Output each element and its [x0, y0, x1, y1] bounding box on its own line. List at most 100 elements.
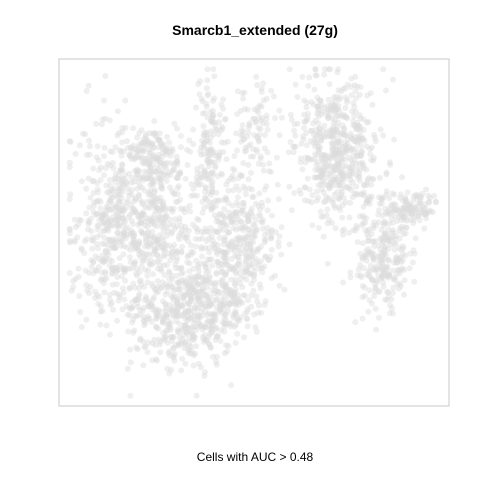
data-point [178, 249, 185, 256]
data-point [221, 236, 228, 243]
data-point [66, 226, 73, 233]
data-point [337, 156, 344, 163]
data-point [220, 241, 227, 248]
data-point [340, 176, 347, 183]
data-point [231, 247, 238, 254]
data-point [309, 127, 315, 134]
data-point [154, 244, 161, 251]
data-point [234, 316, 241, 323]
data-point [291, 127, 298, 134]
data-point [360, 135, 366, 142]
data-point [202, 369, 208, 376]
data-point [182, 279, 189, 286]
data-point [112, 236, 119, 243]
data-point [146, 315, 153, 322]
data-point [160, 252, 167, 259]
data-point [302, 184, 309, 191]
data-point [166, 268, 173, 275]
data-point [368, 250, 375, 257]
data-point [189, 332, 196, 339]
data-point [151, 248, 158, 255]
data-point [114, 290, 121, 297]
data-point [386, 195, 393, 202]
data-point [253, 146, 260, 153]
data-point [225, 229, 232, 236]
data-point [313, 131, 320, 138]
data-point [339, 227, 346, 234]
data-point [383, 264, 390, 271]
data-point [144, 138, 151, 144]
data-point [155, 137, 162, 143]
data-point [98, 121, 105, 128]
data-point [191, 276, 198, 283]
data-point [192, 288, 199, 295]
data-point [199, 98, 206, 105]
data-point [258, 103, 265, 110]
data-point [328, 128, 335, 135]
data-point [132, 297, 139, 304]
data-point [95, 255, 102, 262]
data-point [235, 237, 242, 244]
data-point [143, 234, 150, 241]
data-point [147, 261, 154, 268]
data-point [129, 205, 136, 212]
data-point [202, 245, 209, 252]
data-point [198, 229, 205, 236]
data-point [317, 132, 324, 139]
data-point [197, 300, 204, 307]
data-point [209, 183, 216, 190]
data-point [356, 213, 363, 220]
data-point [119, 202, 126, 209]
data-point [194, 304, 201, 311]
data-point [379, 251, 386, 258]
data-point [231, 310, 238, 317]
data-point [102, 256, 109, 263]
data-point [262, 298, 269, 305]
data-point [220, 306, 227, 313]
data-point [89, 245, 96, 252]
data-point [156, 214, 163, 221]
data-point [212, 202, 219, 209]
data-point [109, 205, 116, 212]
data-point [208, 317, 215, 324]
data-point [140, 147, 146, 153]
data-point [204, 277, 211, 284]
data-point [209, 287, 216, 294]
data-point [337, 206, 344, 213]
data-point [144, 316, 151, 323]
data-point [148, 240, 155, 247]
data-point [319, 172, 326, 179]
data-point [401, 209, 408, 216]
data-point [353, 150, 360, 157]
data-point [168, 252, 175, 259]
data-point [232, 300, 239, 307]
data-point [137, 277, 144, 284]
data-point [75, 221, 82, 228]
data-point [218, 300, 225, 306]
data-point [152, 132, 159, 139]
data-point [252, 233, 259, 240]
data-point [187, 293, 194, 300]
data-point [127, 346, 134, 353]
data-point [177, 169, 184, 175]
data-point [120, 207, 127, 214]
data-point [137, 306, 144, 313]
data-point [202, 184, 209, 191]
data-point [385, 237, 392, 244]
data-point [363, 119, 370, 126]
data-point [173, 293, 179, 300]
data-point [228, 239, 235, 246]
data-point [70, 284, 77, 290]
data-point [122, 124, 129, 131]
data-point [201, 168, 208, 175]
data-point [327, 66, 334, 73]
data-point [250, 221, 257, 228]
data-point [297, 159, 304, 166]
data-point [223, 280, 230, 287]
data-point [379, 212, 386, 219]
data-point [144, 272, 151, 279]
data-point [324, 182, 331, 189]
data-point [229, 165, 236, 172]
data-point [354, 119, 361, 126]
data-point [228, 382, 235, 389]
